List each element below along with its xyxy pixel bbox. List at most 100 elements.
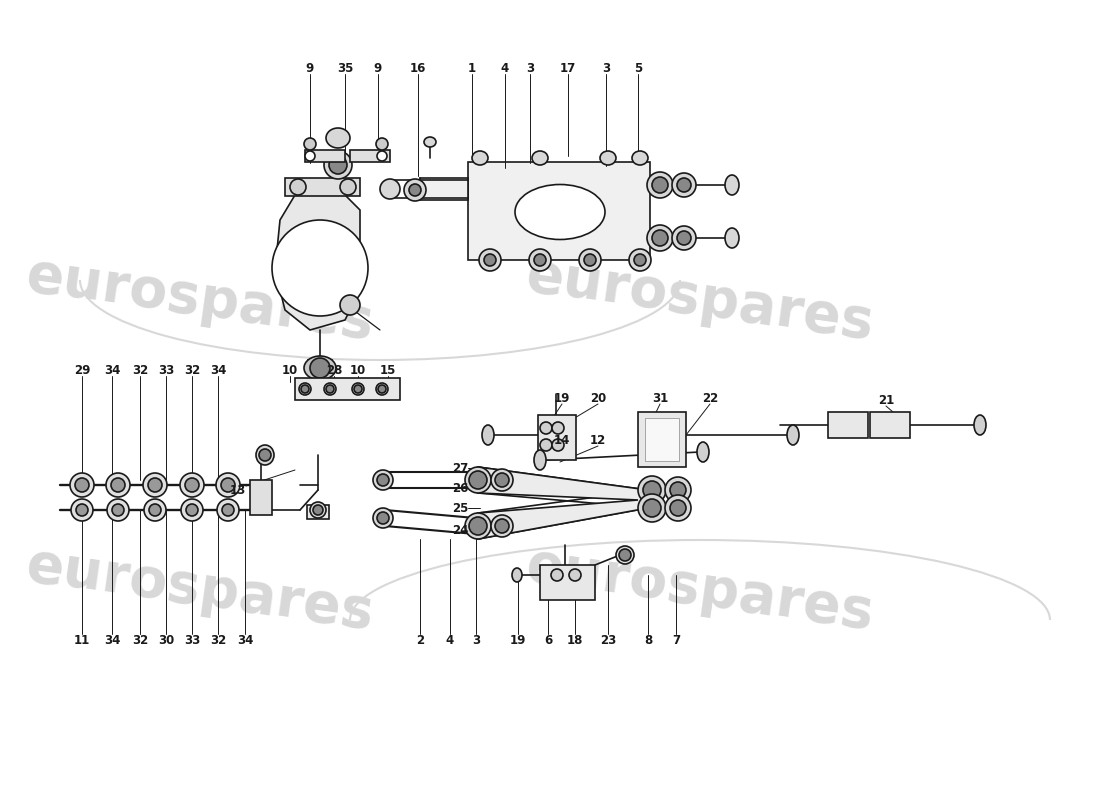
Text: 23: 23 xyxy=(600,634,616,646)
Text: 4: 4 xyxy=(446,634,454,646)
Ellipse shape xyxy=(324,151,352,179)
Ellipse shape xyxy=(515,185,605,239)
Polygon shape xyxy=(420,178,468,200)
Circle shape xyxy=(376,138,388,150)
Ellipse shape xyxy=(465,513,491,539)
Ellipse shape xyxy=(106,473,130,497)
Circle shape xyxy=(469,471,487,489)
Text: 11: 11 xyxy=(74,634,90,646)
Ellipse shape xyxy=(326,128,350,148)
Text: 8: 8 xyxy=(644,634,652,646)
Ellipse shape xyxy=(540,439,552,451)
Circle shape xyxy=(272,220,368,316)
Bar xyxy=(638,412,686,467)
Ellipse shape xyxy=(672,226,696,250)
Ellipse shape xyxy=(666,495,691,521)
Text: 34: 34 xyxy=(103,634,120,646)
Text: 31: 31 xyxy=(652,391,668,405)
Ellipse shape xyxy=(478,249,500,271)
Ellipse shape xyxy=(697,442,710,462)
Polygon shape xyxy=(308,360,332,380)
Bar xyxy=(645,418,679,461)
Bar xyxy=(350,150,390,162)
Ellipse shape xyxy=(472,151,488,165)
Circle shape xyxy=(222,504,234,516)
Ellipse shape xyxy=(491,469,513,491)
Bar xyxy=(250,480,272,515)
Text: 18: 18 xyxy=(566,634,583,646)
Text: 33: 33 xyxy=(158,363,174,377)
Circle shape xyxy=(534,254,546,266)
Text: 22: 22 xyxy=(702,391,718,405)
Circle shape xyxy=(111,478,125,492)
Text: eurospares: eurospares xyxy=(522,539,878,641)
Bar xyxy=(540,565,595,600)
Text: 32: 32 xyxy=(132,634,148,646)
Ellipse shape xyxy=(725,175,739,195)
Ellipse shape xyxy=(143,473,167,497)
Circle shape xyxy=(584,254,596,266)
Text: 25: 25 xyxy=(452,502,469,514)
Ellipse shape xyxy=(256,445,274,465)
Ellipse shape xyxy=(290,179,306,195)
Ellipse shape xyxy=(107,499,129,521)
Circle shape xyxy=(258,449,271,461)
Ellipse shape xyxy=(666,477,691,503)
Ellipse shape xyxy=(340,179,356,195)
Ellipse shape xyxy=(632,151,648,165)
Ellipse shape xyxy=(672,173,696,197)
Ellipse shape xyxy=(551,569,563,581)
Ellipse shape xyxy=(144,499,166,521)
Circle shape xyxy=(495,519,509,533)
Bar xyxy=(285,178,360,196)
Ellipse shape xyxy=(465,467,491,493)
Text: 21: 21 xyxy=(878,394,894,406)
Text: 10: 10 xyxy=(282,363,298,377)
Circle shape xyxy=(186,504,198,516)
Bar xyxy=(305,150,345,162)
Text: 32: 32 xyxy=(132,363,148,377)
Circle shape xyxy=(354,385,362,393)
Text: 26: 26 xyxy=(452,482,469,494)
Ellipse shape xyxy=(182,499,204,521)
Ellipse shape xyxy=(629,249,651,271)
Text: 15: 15 xyxy=(379,363,396,377)
Circle shape xyxy=(340,295,360,315)
Ellipse shape xyxy=(373,470,393,490)
Ellipse shape xyxy=(638,476,666,504)
Text: 19: 19 xyxy=(553,391,570,405)
Ellipse shape xyxy=(310,502,326,518)
Bar xyxy=(870,412,910,438)
Circle shape xyxy=(619,549,631,561)
Text: 34: 34 xyxy=(103,363,120,377)
Text: 32: 32 xyxy=(210,634,227,646)
Ellipse shape xyxy=(725,228,739,248)
Circle shape xyxy=(329,156,346,174)
Text: 7: 7 xyxy=(672,634,680,646)
Polygon shape xyxy=(275,195,360,330)
Ellipse shape xyxy=(532,151,548,165)
Text: 10: 10 xyxy=(350,363,366,377)
Bar xyxy=(307,505,329,519)
Circle shape xyxy=(148,478,162,492)
Circle shape xyxy=(670,482,686,498)
Text: 33: 33 xyxy=(184,634,200,646)
Text: 12: 12 xyxy=(590,434,606,446)
Circle shape xyxy=(676,231,691,245)
Text: 3: 3 xyxy=(472,634,480,646)
Text: 29: 29 xyxy=(74,363,90,377)
Circle shape xyxy=(484,254,496,266)
Text: 9: 9 xyxy=(306,62,315,74)
Ellipse shape xyxy=(216,473,240,497)
Ellipse shape xyxy=(974,415,986,435)
Ellipse shape xyxy=(373,508,393,528)
Ellipse shape xyxy=(72,499,94,521)
Ellipse shape xyxy=(352,383,364,395)
Text: 16: 16 xyxy=(410,62,426,74)
Ellipse shape xyxy=(404,179,426,201)
Text: 17: 17 xyxy=(560,62,576,74)
Polygon shape xyxy=(468,162,650,260)
Circle shape xyxy=(652,230,668,246)
Text: 3: 3 xyxy=(526,62,535,74)
Ellipse shape xyxy=(299,383,311,395)
